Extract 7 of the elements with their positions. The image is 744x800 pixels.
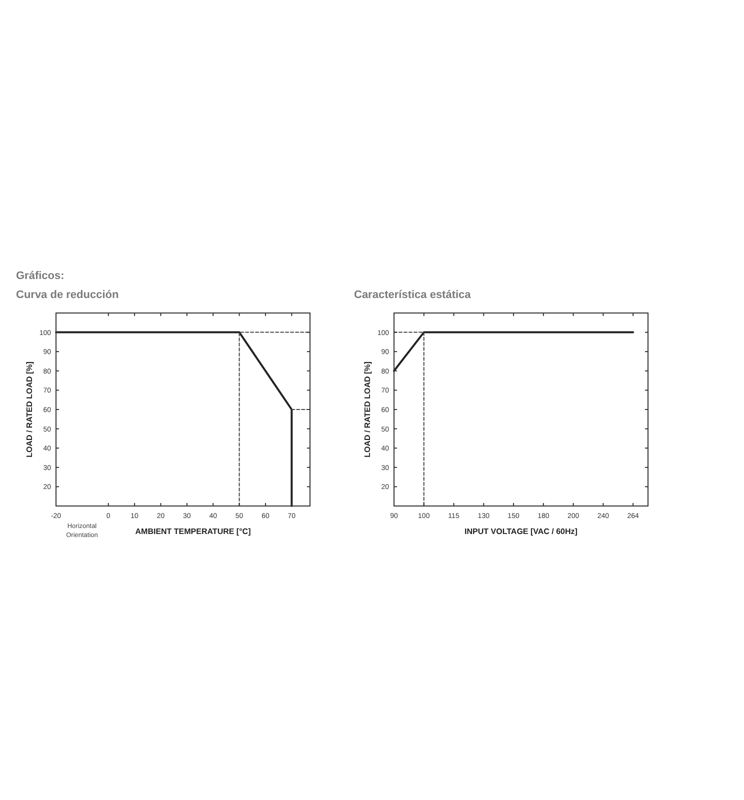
chart-subtitle: Curva de reducción <box>16 289 119 301</box>
x-axis-title: INPUT VOLTAGE [VAC / 60Hz] <box>464 527 578 536</box>
chart-title: Gráficos: <box>16 270 64 282</box>
y-axis-title: LOAD / RATED LOAD [%] <box>363 361 372 458</box>
y-axis-title: LOAD / RATED LOAD [%] <box>25 361 34 458</box>
x-axis-title: AMBIENT TEMPERATURE [°C] <box>135 527 252 536</box>
chart-title: Característica estática <box>354 289 472 301</box>
